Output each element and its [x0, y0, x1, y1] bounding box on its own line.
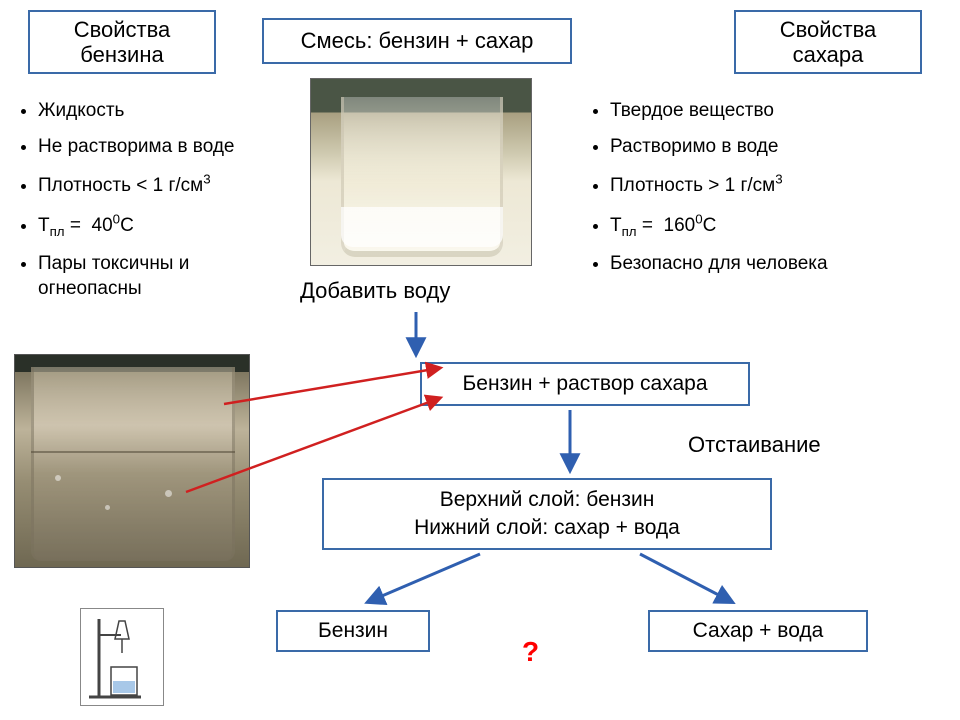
- header-left-line2: бензина: [80, 42, 164, 67]
- list-item: Тпл = 400С: [38, 211, 278, 238]
- list-item: Тпл = 1600С: [610, 211, 920, 238]
- header-box-right: Свойства сахара: [734, 10, 922, 74]
- flow-box-mix: Бензин + раствор сахара: [420, 362, 750, 406]
- list-item: Плотность > 1 г/см3: [610, 172, 920, 197]
- list-item: Твердое вещество: [610, 100, 920, 122]
- settling-label: Отстаивание: [688, 432, 821, 458]
- beaker-photo-top: [310, 78, 532, 266]
- list-item: Пары токсичны и огнеопасны: [38, 252, 278, 301]
- header-right-line1: Свойства: [780, 17, 877, 42]
- flow-box-sugar-water: Сахар + вода: [648, 610, 868, 652]
- list-item: Жидкость: [38, 100, 278, 122]
- flow-box-layers: Верхний слой: бензин Нижний слой: сахар …: [322, 478, 772, 550]
- header-left-line1: Свойства: [74, 17, 171, 42]
- layers-line2: Нижний слой: сахар + вода: [414, 516, 680, 539]
- separating-funnel-icon: [80, 608, 164, 706]
- right-properties-list: Твердое вещество Растворимо в воде Плотн…: [590, 100, 920, 291]
- list-item: Растворимо в воде: [610, 136, 920, 158]
- left-properties-list: Жидкость Не растворима в воде Плотность …: [18, 100, 278, 316]
- flow-box-benzine: Бензин: [276, 610, 430, 652]
- question-mark: ?: [522, 636, 539, 668]
- header-center-text: Смесь: бензин + сахар: [301, 28, 534, 54]
- header-box-center: Смесь: бензин + сахар: [262, 18, 572, 64]
- header-box-left: Свойства бензина: [28, 10, 216, 74]
- layers-line1: Верхний слой: бензин: [440, 488, 655, 511]
- list-item: Безопасно для человека: [610, 252, 920, 277]
- list-item: Плотность < 1 г/см3: [38, 172, 278, 197]
- list-item: Не растворима в воде: [38, 136, 278, 158]
- header-right-line2: сахара: [793, 42, 864, 67]
- add-water-label: Добавить воду: [300, 278, 450, 304]
- beaker-photo-layers: [14, 354, 250, 568]
